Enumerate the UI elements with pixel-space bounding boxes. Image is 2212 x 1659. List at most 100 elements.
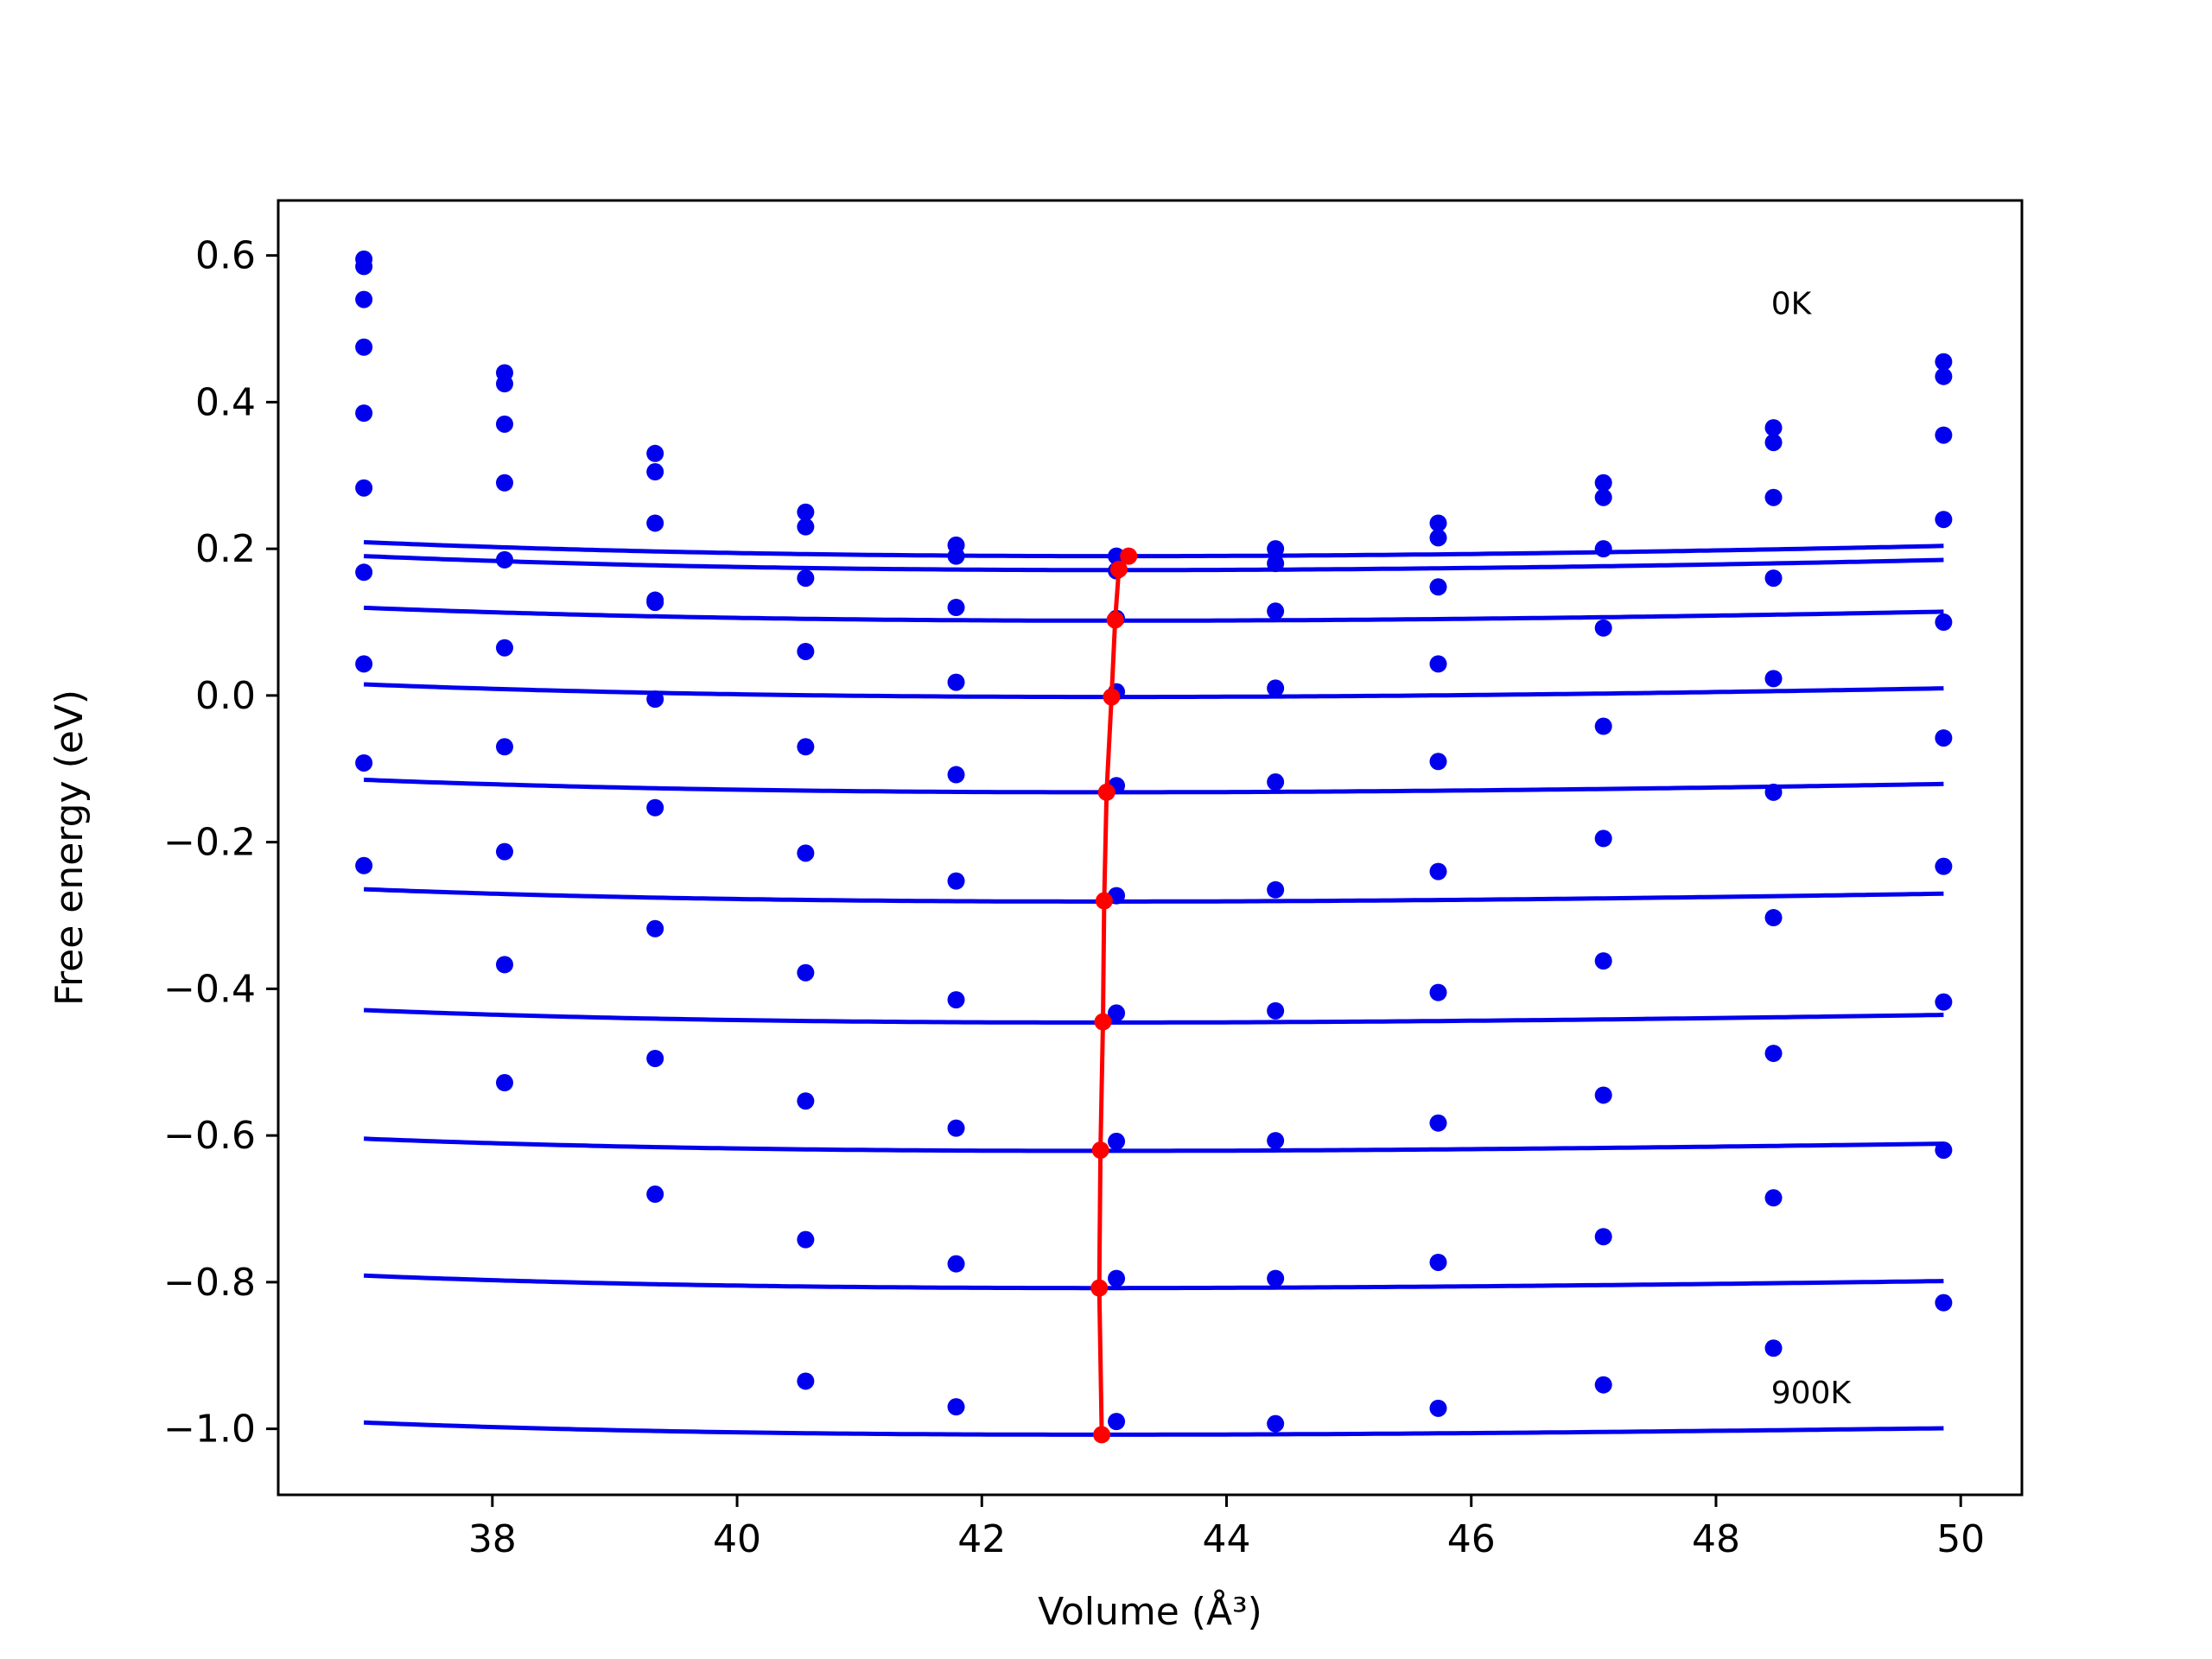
data-point bbox=[1764, 569, 1783, 588]
data-point bbox=[495, 1074, 513, 1092]
data-point bbox=[947, 1255, 965, 1273]
minimum-path-point bbox=[1094, 1013, 1112, 1031]
data-point bbox=[646, 1050, 664, 1068]
fit-curves bbox=[363, 540, 1944, 1437]
annotation-0k: 0K bbox=[1771, 287, 1813, 322]
minimum-path-point bbox=[1103, 688, 1121, 706]
data-point bbox=[495, 639, 513, 657]
y-tick-label: 0.0 bbox=[195, 674, 256, 718]
minimum-path-point bbox=[1120, 547, 1138, 565]
data-point bbox=[1267, 773, 1285, 791]
data-point bbox=[1935, 367, 1953, 385]
data-point bbox=[495, 738, 513, 756]
data-point bbox=[1594, 474, 1612, 492]
data-point bbox=[1764, 909, 1783, 927]
minimum-path bbox=[1090, 547, 1138, 1444]
x-tick-label: 42 bbox=[957, 1517, 1006, 1561]
data-point bbox=[1764, 434, 1783, 452]
data-point bbox=[495, 375, 513, 393]
data-point bbox=[355, 338, 373, 356]
data-point bbox=[1429, 529, 1447, 547]
data-point bbox=[947, 1398, 965, 1416]
y-tick-label: −0.6 bbox=[163, 1114, 256, 1158]
data-point bbox=[947, 547, 965, 565]
data-point bbox=[1935, 729, 1953, 747]
y-axis-label: Free energy (eV) bbox=[48, 690, 92, 1006]
data-point bbox=[947, 599, 965, 617]
annotation-900k: 900K bbox=[1771, 1376, 1853, 1411]
minimum-path-point bbox=[1097, 783, 1116, 801]
y-axis-ticks: 0.6 0.4 0.2 0.0 −0.2 −0.4 −0.6 −0.8 −1.0 bbox=[163, 234, 278, 1452]
data-point bbox=[947, 766, 965, 784]
data-point bbox=[797, 569, 815, 588]
x-tick-label: 50 bbox=[1936, 1517, 1985, 1561]
y-tick-label: 0.4 bbox=[195, 380, 256, 424]
data-points bbox=[355, 250, 1953, 1433]
data-point bbox=[1594, 540, 1612, 558]
data-point bbox=[1267, 880, 1285, 899]
minimum-path-point bbox=[1106, 611, 1124, 629]
fit-curve-8 bbox=[364, 1273, 1944, 1291]
data-point bbox=[646, 463, 664, 481]
data-point bbox=[1429, 1114, 1447, 1132]
data-point bbox=[1764, 488, 1783, 506]
fit-curve-5 bbox=[363, 887, 1944, 904]
data-point bbox=[1594, 1376, 1612, 1394]
x-tick-label: 40 bbox=[713, 1517, 761, 1561]
data-point bbox=[1429, 578, 1447, 596]
data-point bbox=[1429, 983, 1447, 1001]
data-point bbox=[947, 991, 965, 1009]
data-point bbox=[1594, 619, 1612, 637]
fit-curve-0 bbox=[363, 540, 1944, 559]
data-point bbox=[1935, 613, 1953, 632]
data-point bbox=[1764, 670, 1783, 688]
data-point bbox=[1267, 555, 1285, 573]
data-point bbox=[495, 550, 513, 569]
data-point bbox=[646, 594, 664, 612]
data-point bbox=[797, 1092, 815, 1110]
data-point bbox=[1935, 1294, 1953, 1312]
y-tick-label: −0.2 bbox=[163, 821, 256, 865]
data-point bbox=[797, 518, 815, 536]
data-point bbox=[1108, 547, 1126, 565]
data-point bbox=[947, 673, 965, 691]
y-tick-label: 0.6 bbox=[195, 234, 256, 278]
data-point bbox=[1429, 514, 1447, 532]
y-tick-label: −0.4 bbox=[163, 967, 256, 1011]
data-point bbox=[797, 844, 815, 862]
x-tick-label: 38 bbox=[468, 1517, 517, 1561]
data-point bbox=[1764, 419, 1783, 437]
x-axis-label: Volume (Å³) bbox=[1038, 1588, 1262, 1634]
data-point bbox=[1594, 1086, 1612, 1104]
data-point bbox=[355, 856, 373, 874]
minimum-path-point bbox=[1109, 560, 1128, 578]
minimum-path-point bbox=[1091, 1141, 1109, 1160]
data-point bbox=[355, 257, 373, 276]
data-point bbox=[1108, 1413, 1126, 1431]
data-point bbox=[1429, 655, 1447, 673]
data-point bbox=[797, 963, 815, 982]
data-point bbox=[1594, 952, 1612, 970]
data-point bbox=[797, 503, 815, 521]
fit-curve-1 bbox=[363, 554, 1944, 573]
data-point bbox=[495, 842, 513, 861]
fit-curve-4 bbox=[364, 778, 1944, 795]
data-point bbox=[1108, 1132, 1126, 1150]
x-axis-ticks: 38 40 42 44 46 48 50 bbox=[468, 1495, 1985, 1561]
fit-curve-2 bbox=[363, 605, 1944, 623]
y-tick-label: −0.8 bbox=[163, 1261, 256, 1305]
data-point bbox=[1267, 679, 1285, 697]
data-point bbox=[1108, 1004, 1126, 1022]
data-point bbox=[1764, 1339, 1783, 1357]
data-point bbox=[1267, 1132, 1285, 1150]
data-point bbox=[797, 738, 815, 756]
fit-curve-7 bbox=[363, 1136, 1944, 1154]
data-point bbox=[355, 753, 373, 772]
data-point bbox=[1935, 426, 1953, 444]
data-point bbox=[1764, 1189, 1783, 1207]
data-point bbox=[1764, 783, 1783, 801]
fit-curve-6 bbox=[363, 1007, 1944, 1025]
data-point bbox=[646, 1185, 664, 1204]
minimum-path-point bbox=[1095, 892, 1113, 910]
